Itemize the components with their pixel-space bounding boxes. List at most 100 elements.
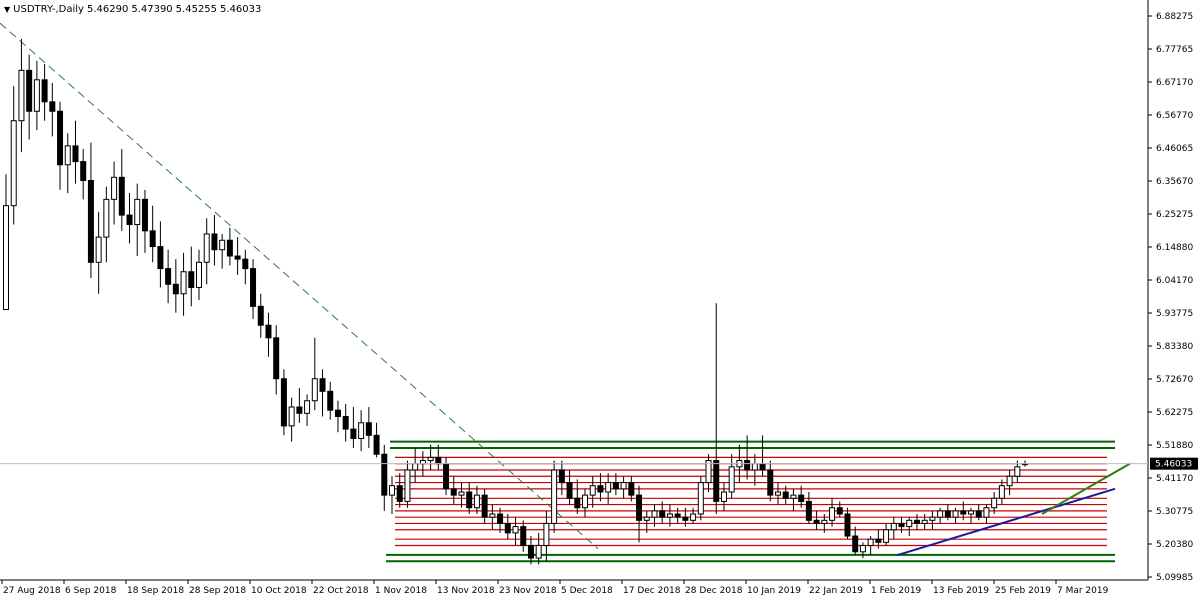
bullish-candle — [906, 519, 913, 528]
bearish-candle — [141, 198, 148, 232]
price-tick-label: 5.62275 — [1156, 408, 1193, 418]
time-tick-label: 23 Nov 2018 — [499, 586, 557, 596]
bearish-candle — [381, 453, 388, 496]
time-tick-label: 22 Jan 2019 — [809, 586, 863, 596]
price-tick-label: 5.20380 — [1156, 540, 1193, 550]
bearish-candle — [234, 255, 241, 260]
bullish-candle — [643, 516, 650, 521]
bullish-candle — [1014, 466, 1021, 477]
time-tick-label: 17 Dec 2018 — [623, 586, 681, 596]
bearish-candle — [319, 378, 326, 392]
bearish-candle — [636, 494, 643, 521]
bearish-candle — [960, 510, 967, 515]
bearish-candle — [852, 535, 859, 553]
bullish-candle — [288, 406, 295, 427]
time-tick-label: 28 Dec 2018 — [685, 586, 743, 596]
bullish-candle — [103, 198, 110, 238]
bullish-candle — [404, 469, 411, 502]
bearish-candle — [628, 482, 635, 496]
bullish-candle — [1006, 475, 1013, 487]
bearish-candle — [898, 522, 905, 528]
blue-support-trendline — [897, 487, 1116, 556]
bearish-candle — [744, 460, 751, 471]
bearish-candle — [265, 324, 272, 339]
bearish-candle — [57, 110, 64, 166]
price-tick-label: 5.93775 — [1156, 309, 1193, 319]
time-tick-label: 13 Nov 2018 — [437, 586, 495, 596]
bearish-candle — [682, 516, 689, 521]
time-tick-label: 1 Feb 2019 — [871, 586, 922, 596]
bullish-candle — [775, 491, 781, 496]
time-tick-label: 6 Sep 2018 — [65, 586, 117, 596]
green-support-trendline — [1041, 462, 1131, 515]
bearish-candle — [280, 378, 287, 427]
bearish-candle — [497, 513, 504, 524]
bearish-candle — [257, 305, 264, 326]
price-tick-label: 6.56770 — [1156, 111, 1193, 121]
bullish-candle — [968, 510, 974, 515]
bullish-candle — [605, 482, 612, 493]
time-tick-label: 10 Jan 2019 — [747, 586, 801, 596]
bearish-candle — [520, 526, 527, 546]
bearish-candle — [913, 519, 920, 524]
bearish-candle — [713, 460, 720, 502]
bearish-candle — [674, 513, 681, 518]
bearish-candle — [373, 434, 380, 455]
close-value: 5.46033 — [220, 4, 262, 15]
low-value: 5.45255 — [175, 4, 218, 15]
bearish-candle — [396, 485, 403, 502]
bullish-candle — [890, 522, 897, 531]
bullish-candle — [867, 538, 874, 546]
price-tick-label: 6.35670 — [1156, 177, 1193, 187]
bullish-candle — [790, 494, 797, 499]
bullish-candle — [203, 233, 210, 263]
bullish-candle — [134, 198, 141, 226]
dropdown-triangle-icon[interactable]: ▼ — [4, 5, 11, 14]
bearish-candle — [574, 497, 581, 509]
bullish-candle — [589, 485, 596, 496]
bearish-candle — [443, 463, 450, 490]
bearish-candle — [481, 494, 488, 518]
bullish-candle — [543, 522, 550, 546]
bearish-candle — [875, 538, 882, 543]
bearish-candle — [172, 283, 179, 295]
bearish-candle — [782, 491, 789, 499]
bullish-candle — [998, 485, 1005, 499]
bearish-candle — [80, 161, 87, 181]
bullish-candle — [389, 485, 395, 496]
bearish-candle — [41, 79, 48, 103]
bearish-candle — [157, 246, 164, 270]
price-tick-label: 6.25275 — [1156, 210, 1193, 220]
bullish-candle — [991, 497, 998, 509]
price-tick-label: 6.04170 — [1156, 276, 1193, 286]
bullish-candle — [859, 544, 866, 553]
bearish-candle — [165, 268, 172, 285]
bearish-candle — [466, 491, 473, 509]
bullish-candle — [489, 513, 496, 518]
high-value: 5.47390 — [131, 4, 173, 15]
bullish-candle — [111, 176, 118, 200]
bullish-candle — [219, 239, 226, 251]
bearish-candle — [126, 214, 133, 226]
price-tick-label: 6.14880 — [1156, 243, 1193, 253]
bearish-candle — [211, 233, 218, 251]
bearish-candle — [296, 406, 303, 414]
bullish-candle — [551, 469, 558, 524]
bullish-candle — [651, 510, 658, 518]
price-tick-label: 5.51880 — [1156, 441, 1193, 451]
bearish-candle — [566, 482, 573, 499]
bullish-candle — [358, 422, 365, 440]
bearish-candle — [659, 510, 666, 518]
time-tick-label: 25 Feb 2019 — [995, 586, 1051, 596]
bullish-candle — [883, 529, 890, 543]
bullish-candle — [3, 205, 9, 310]
bearish-candle — [327, 390, 334, 411]
price-tick-label: 6.77765 — [1156, 45, 1193, 55]
bearish-candle — [612, 482, 619, 490]
bullish-candle — [64, 145, 71, 166]
bearish-candle — [250, 268, 257, 307]
bullish-candle — [311, 378, 318, 402]
bullish-candle — [829, 507, 836, 521]
